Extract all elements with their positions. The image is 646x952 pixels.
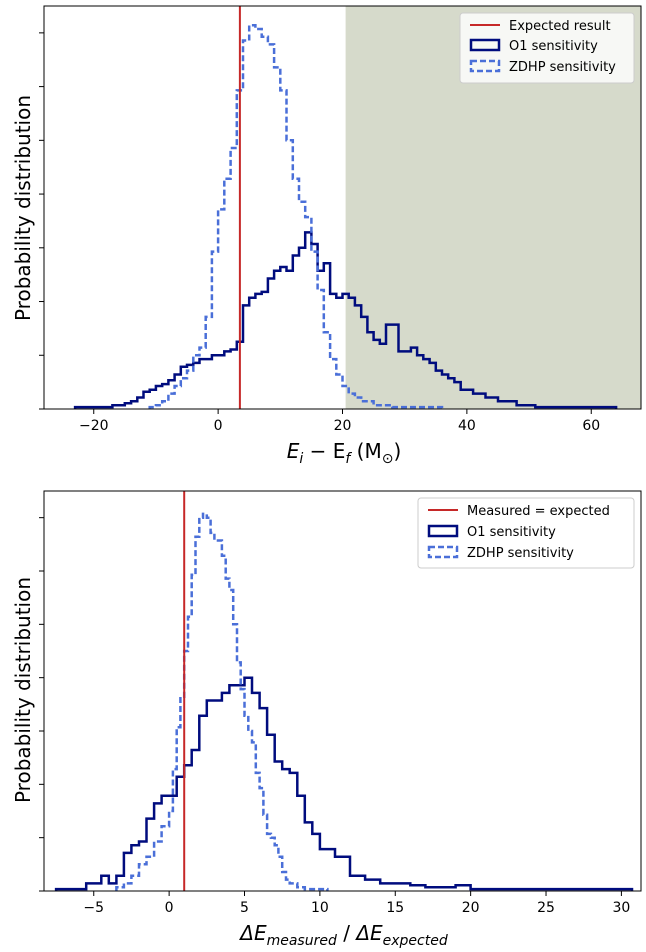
x-tick-label: 15	[386, 900, 404, 916]
x-tick-label: 60	[582, 418, 600, 434]
x-tick-label: 20	[334, 418, 352, 434]
legend-swatch-o1	[427, 524, 459, 538]
x-tick-label: −20	[79, 418, 109, 434]
x-tick-label: −5	[83, 900, 104, 916]
legend: Measured = expected O1 sensitivity ZDHP …	[417, 497, 635, 569]
series-zdhp-histogram	[148, 23, 444, 409]
x-axis-label: ΔEmeasured / ΔEexpected	[238, 921, 448, 949]
legend-label-vline: Expected result	[509, 19, 611, 34]
x-tick-label: 25	[537, 900, 555, 916]
y-axis-label: Probability distribution	[11, 577, 35, 803]
x-axis-label: Ei − Ef (M⊙)	[287, 439, 402, 467]
legend-swatch-o1	[469, 38, 501, 52]
x-tick-label: 5	[240, 900, 249, 916]
series-o1-histogram	[54, 676, 634, 891]
series-zdhp-histogram	[115, 512, 329, 891]
series-o1-histogram	[73, 231, 618, 409]
legend-swatch-zdhp	[469, 59, 501, 73]
chart-bottom: −5 0 5 10 15 20 25 30 Probability distribution …	[11, 490, 642, 949]
x-tick-label: 40	[458, 418, 476, 434]
legend: Expected result O1 sensitivity ZDHP sens…	[459, 12, 635, 84]
x-tick-label: 30	[612, 900, 630, 916]
x-tick-label: 0	[165, 900, 174, 916]
x-tick-label: 10	[311, 900, 329, 916]
legend-label-zdhp: ZDHP sensitivity	[509, 60, 616, 75]
legend-label-vline: Measured = expected	[467, 504, 610, 519]
x-tick-label: 0	[214, 418, 223, 434]
legend-swatch-zdhp	[427, 545, 459, 559]
x-tick-label: 20	[462, 900, 480, 916]
y-axis-label: Probability distribution	[11, 95, 35, 321]
legend-label-zdhp: ZDHP sensitivity	[467, 546, 574, 561]
legend-label-o1: O1 sensitivity	[467, 525, 556, 540]
plot-frame	[43, 490, 642, 892]
chart-top: −20 0 20 40 60 Probability distribution Ei −…	[11, 5, 642, 467]
legend-label-o1: O1 sensitivity	[509, 39, 598, 54]
